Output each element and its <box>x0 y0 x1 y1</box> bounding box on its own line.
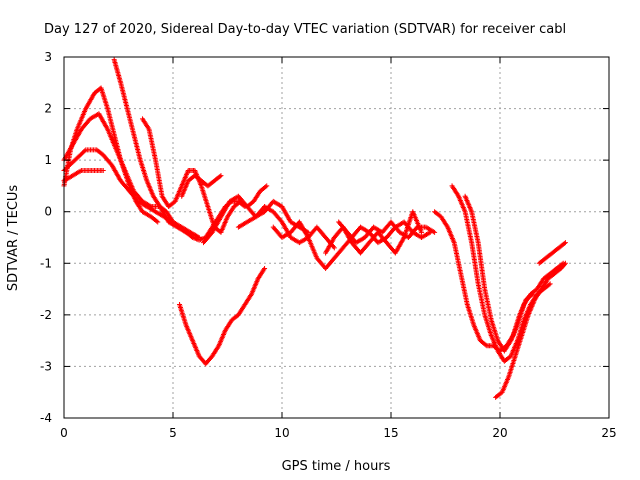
series-track-8 <box>201 193 311 246</box>
data-point <box>547 281 553 287</box>
x-axis-label: GPS time / hours <box>282 459 391 474</box>
series-track-16 <box>493 260 568 400</box>
data-point <box>562 261 568 267</box>
data-point <box>562 240 568 246</box>
data-point <box>218 173 224 179</box>
y-tick-label: -1 <box>40 256 52 270</box>
series-track-11 <box>323 209 425 256</box>
data-point <box>483 342 489 348</box>
series-track-13 <box>432 209 536 354</box>
data-point <box>262 265 268 271</box>
data-marks <box>61 57 568 400</box>
data-point <box>155 219 161 225</box>
data-point <box>82 148 88 154</box>
plot-frame <box>63 56 610 419</box>
data-point <box>264 183 270 189</box>
x-tick-label: 5 <box>169 426 177 440</box>
data-point <box>546 282 552 288</box>
data-point <box>100 167 106 173</box>
series-track-12 <box>336 219 438 246</box>
data-point <box>562 260 568 266</box>
data-point <box>217 173 223 179</box>
data-point <box>419 229 425 235</box>
axis-ticks <box>63 56 610 419</box>
data-point <box>331 245 337 251</box>
data-point <box>263 184 269 190</box>
x-tick-label: 15 <box>383 426 398 440</box>
y-axis-label: SDTVAR / TECUs <box>6 185 21 292</box>
x-tick-label: 25 <box>601 426 616 440</box>
series-track-17 <box>536 240 568 266</box>
series-track-18 <box>177 265 268 367</box>
y-tick-label: -4 <box>40 411 52 425</box>
series-track-6 <box>139 116 270 235</box>
y-tick-label: 2 <box>44 102 52 116</box>
y-tick-label: 1 <box>44 153 52 167</box>
chart-title: Day 127 of 2020, Sidereal Day-to-day VTE… <box>44 22 566 37</box>
y-tick-label: 0 <box>44 205 52 219</box>
series-track-7 <box>179 173 224 199</box>
x-tick-label: 0 <box>60 426 68 440</box>
series-track-14 <box>449 183 553 364</box>
y-tick-label: -2 <box>40 308 52 322</box>
data-point <box>561 241 567 247</box>
series-track-3 <box>61 147 202 240</box>
x-tick-label: 20 <box>492 426 507 440</box>
y-tick-label: 3 <box>44 50 52 64</box>
tick-labels: 0 5 10 15 20 25 -4 -3 -2 -1 0 1 2 3 <box>40 50 617 440</box>
x-tick-label: 10 <box>274 426 289 440</box>
y-tick-label: -3 <box>40 359 52 373</box>
data-point <box>413 225 419 231</box>
data-point <box>432 229 438 235</box>
data-point <box>154 218 160 224</box>
